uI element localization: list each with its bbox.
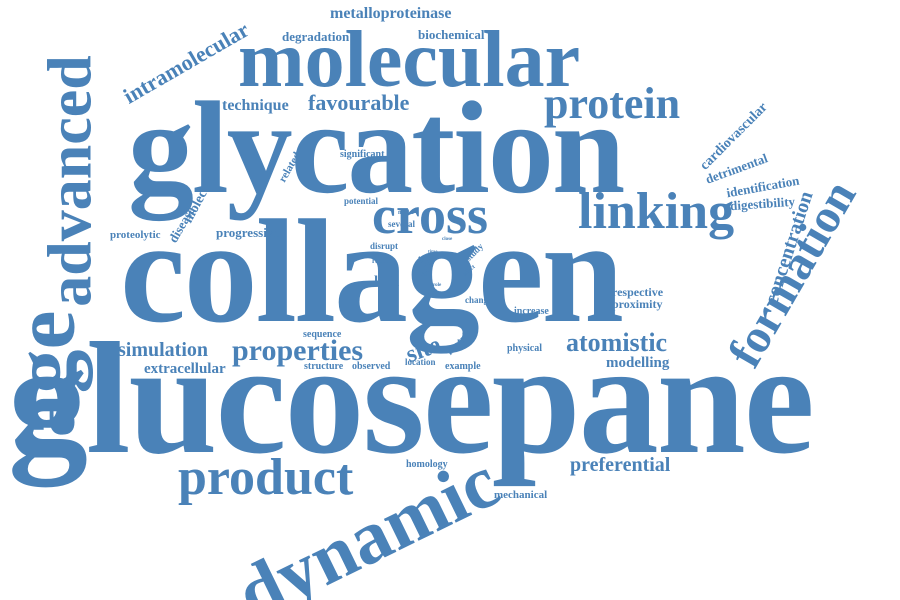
word-example: example [445,361,481,372]
word-report: report [372,257,391,265]
word-proximity: proximity [612,297,663,311]
word-favourable: favourable [308,90,410,115]
word-protein: protein [544,79,681,128]
word-change: change [465,295,492,305]
word-age-large: age [0,310,94,438]
word-link: link [374,274,400,290]
word-degradation: degradation [282,29,350,44]
word-homology: homology [406,459,448,470]
word-metalloproteinase: metalloproteinase [330,5,452,22]
word-proteolytic: proteolytic [110,229,161,241]
word-sequence: sequence [303,329,342,340]
word-glycation: glycation [128,74,625,221]
word-preferential: preferential [570,454,671,476]
word-structure: structure [304,361,344,372]
word-advanced: advanced [36,55,105,307]
word-significant: significant [340,149,385,160]
word-increase: increase [514,306,549,317]
word-disrupt: disrupt [370,241,399,251]
word-model: model [398,210,414,216]
word-mechanical: mechanical [494,489,548,501]
word-cross: cross [372,185,488,245]
word-extracellular: extracellular [144,361,226,377]
word-location: location [405,357,436,367]
word-close: close [442,237,453,242]
word-physical: physical [507,343,543,354]
word-type: type [418,254,433,263]
word-modelling: modelling [606,355,670,371]
word-respective: respective [612,285,664,299]
word-time: time [428,250,438,255]
word-atomistic: atomistic [566,328,668,357]
word-collagen: collagen [120,190,624,354]
word-product: product [178,449,354,506]
word-biochemical: biochemical [418,27,485,42]
word-potential: potential [344,196,379,206]
word-observed: observed [352,361,391,372]
word-technique: technique [222,97,289,114]
word-several: several [388,219,415,229]
word-properties: properties [232,334,364,367]
word-progressive: progressive [216,225,280,240]
word-glucosepane: glucosepane [8,309,815,487]
word-role: role [433,283,442,288]
word-linking: linking [578,183,735,240]
word-digestibility: digestibility [729,193,796,214]
word-simulation: simulation [118,339,209,361]
word-molecular: molecular [238,16,581,104]
